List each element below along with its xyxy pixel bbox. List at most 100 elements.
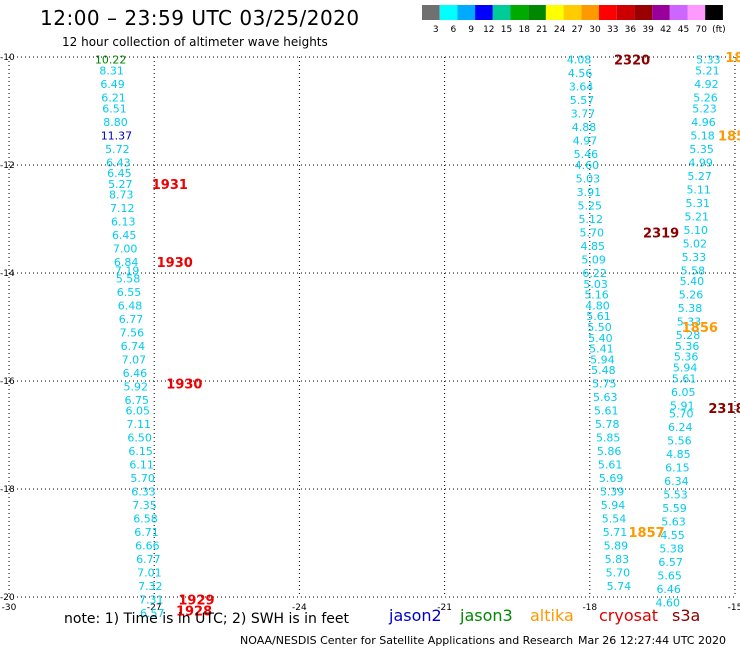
- swh-data-point: 4.99: [688, 156, 713, 169]
- colorbar-label: 6: [451, 25, 457, 35]
- swh-data-point: 4.97: [573, 135, 598, 148]
- pass-time-label: 1855: [718, 129, 740, 144]
- x-tick-label: -15: [728, 603, 740, 613]
- swh-data-point: 5.85: [596, 432, 621, 445]
- colorbar-swatch: [510, 5, 529, 20]
- colorbar-label: 42: [660, 25, 671, 35]
- swh-data-point: 5.40: [680, 275, 705, 288]
- pass-time-label: 1929: [178, 594, 214, 609]
- swh-data-point: 5.91: [670, 399, 695, 412]
- x-tick-label: -21: [437, 603, 452, 613]
- swh-data-point: 5.70: [669, 407, 694, 420]
- swh-data-point: 6.33: [131, 486, 156, 499]
- swh-data-point: 7.07: [122, 353, 147, 366]
- swh-data-point: 5.23: [692, 102, 717, 115]
- swh-data-point: 5.27: [108, 178, 133, 191]
- swh-data-point: 6.46: [123, 367, 148, 380]
- swh-data-point: 6.21: [101, 92, 126, 105]
- colorbar-swatch: [616, 5, 635, 20]
- footer-timestamp: Mar 26 12:27:44 UTC 2020: [578, 634, 726, 647]
- swh-data-point: 5.70: [130, 472, 155, 485]
- swh-data-point: 6.15: [665, 461, 690, 474]
- x-tick-label: -18: [582, 603, 597, 613]
- swh-data-point: 6.51: [102, 102, 127, 115]
- y-tick-label: -10: [0, 53, 15, 63]
- swh-data-point: 8.73: [109, 189, 134, 202]
- swh-data-point: 5.33: [677, 316, 702, 329]
- colorbar-label: 33: [607, 25, 618, 35]
- colorbar-swatch: [545, 5, 564, 20]
- swh-data-point: 5.75: [592, 378, 617, 391]
- y-tick-label: -16: [0, 377, 15, 387]
- swh-data-point: 6.45: [107, 167, 132, 180]
- swh-data-point: 6.58: [133, 513, 158, 526]
- color-legend: 3 6 9 12 15 18 21 24 27 30 33 36 39 42 45 70 (ft): [422, 5, 726, 35]
- y-tick-label: -18: [0, 485, 15, 495]
- swh-data-point: 5.38: [678, 302, 703, 315]
- swh-data-point: 5.33: [696, 54, 721, 67]
- swh-data-point: 6.49: [100, 78, 125, 91]
- legend-cryosat: cryosat: [599, 606, 659, 625]
- colorbar-label: 36: [625, 25, 637, 35]
- swh-data-point: 6.11: [129, 459, 154, 472]
- footer-note: note: 1) Time is in UTC; 2) SWH is in fe…: [64, 611, 350, 627]
- swh-data-point: 4.85: [580, 240, 605, 253]
- swh-data-point: 5.36: [675, 340, 700, 353]
- swh-data-point: 7.00: [113, 243, 138, 256]
- colorbar-swatch: [475, 5, 493, 20]
- swh-data-point: 6.50: [127, 432, 152, 445]
- swh-data-point: 7.31: [139, 594, 164, 607]
- swh-data-point: 4.55: [660, 529, 685, 542]
- swh-data-point: 5.70: [579, 227, 604, 240]
- swh-data-point: 6.24: [668, 421, 693, 434]
- swh-data-point: 6.05: [671, 386, 696, 399]
- swh-data-point: 6.22: [582, 267, 607, 280]
- swh-data-point: 5.36: [674, 351, 699, 364]
- legend-jason2: jason2: [389, 606, 442, 625]
- swh-data-point: 5.39: [600, 486, 625, 499]
- pass-time-label: 1930: [157, 256, 193, 271]
- colorbar-swatch: [634, 5, 653, 20]
- swh-data-point: 4.88: [572, 121, 597, 134]
- swh-data-point: 5.86: [597, 445, 622, 458]
- swh-data-point: 4.80: [585, 299, 610, 312]
- swh-data-point: 5.58: [116, 272, 141, 285]
- swh-data-point: 5.61: [586, 310, 611, 323]
- swh-data-point: 5.26: [679, 289, 704, 302]
- swh-data-point: 4.85: [666, 448, 691, 461]
- colorbar-swatch: [563, 5, 582, 20]
- colorbar-swatch: [422, 5, 440, 20]
- swh-data-point: 11.37: [101, 129, 133, 142]
- swh-data-point: 3.64: [569, 81, 594, 94]
- y-tick-label: -12: [0, 161, 15, 171]
- swh-data-point: 5.63: [593, 391, 618, 404]
- swh-data-point: 5.35: [689, 143, 714, 156]
- swh-data-point: 5.09: [581, 254, 606, 267]
- swh-data-point: 5.71: [603, 526, 628, 539]
- swh-data-point: 6.77: [119, 313, 144, 326]
- x-tick-label: -24: [292, 603, 307, 613]
- pass-time-label: 1856: [682, 321, 718, 336]
- swh-data-point: 3.91: [577, 186, 602, 199]
- swh-data-point: 5.83: [605, 553, 630, 566]
- pass-time-label: 185: [725, 51, 740, 66]
- swh-data-point: 5.33: [682, 251, 707, 264]
- pass-time-label: 1857: [629, 526, 665, 541]
- swh-data-point: 5.61: [594, 405, 619, 418]
- swh-data-point: 6.15: [128, 445, 153, 458]
- swh-data-point: 4.92: [694, 78, 719, 91]
- page-subtitle: 12 hour collection of altimeter wave hei…: [62, 35, 328, 49]
- pass-time-label: 2319: [643, 227, 679, 242]
- colorbar-swatch: [528, 5, 546, 20]
- legend-s3a: s3a: [672, 606, 701, 625]
- swh-data-point: 5.16: [584, 289, 609, 302]
- swh-data-point: 5.78: [595, 418, 620, 431]
- colorbar-label: 70: [695, 25, 707, 35]
- swh-data-point: 5.21: [685, 210, 710, 223]
- swh-data-point: 5.70: [606, 567, 631, 580]
- colorbar-swatch: [669, 5, 688, 20]
- swh-data-point: 4.60: [655, 596, 680, 609]
- swh-data-point: 4.56: [568, 67, 593, 80]
- colorbar-swatch: [599, 5, 617, 20]
